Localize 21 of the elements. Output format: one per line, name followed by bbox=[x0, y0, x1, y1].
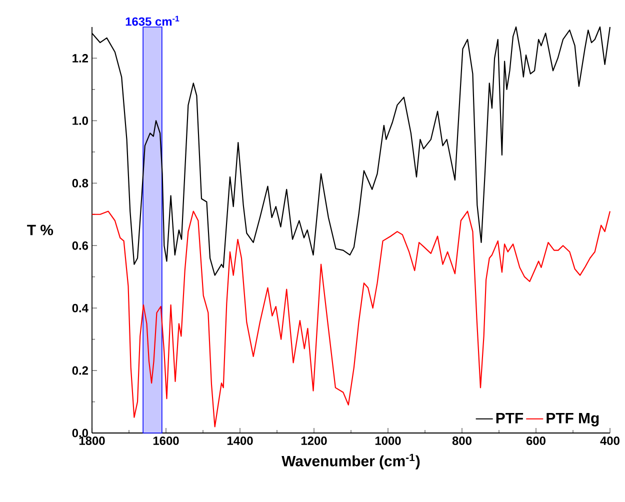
legend-label: PTF Mg bbox=[546, 412, 599, 426]
x-tick-label: 400 bbox=[600, 436, 620, 445]
y-tick-label: 0.6 bbox=[72, 241, 88, 250]
y-tick-label: 0.4 bbox=[72, 304, 88, 312]
y-tick-label: 1.0 bbox=[72, 116, 88, 125]
band-label: 1635 cm$^{-1}$ bbox=[126, 16, 180, 26]
x-axis-title: Wavenumber (cm$^{-1}$) bbox=[282, 454, 420, 470]
x-tick-label: 1800 bbox=[79, 436, 105, 445]
line-series bbox=[91, 210, 611, 428]
y-tick-label: 0.8 bbox=[72, 178, 88, 188]
legend-label: PTF bbox=[496, 412, 524, 424]
x-tick-label: 1000 bbox=[375, 436, 401, 445]
x-tick-label: 1200 bbox=[301, 436, 327, 445]
x-tick-label: 600 bbox=[526, 436, 546, 445]
y-tick-label: 0.0 bbox=[72, 428, 88, 438]
x-tick-label: 1600 bbox=[153, 436, 179, 445]
x-tick-label: 1400 bbox=[227, 436, 253, 445]
y-axis-title: T % bbox=[27, 224, 54, 236]
y-tick-label: 0.2 bbox=[72, 366, 88, 375]
x-tick-label: 800 bbox=[452, 436, 472, 445]
y-tick-label: 1.2 bbox=[72, 54, 88, 62]
